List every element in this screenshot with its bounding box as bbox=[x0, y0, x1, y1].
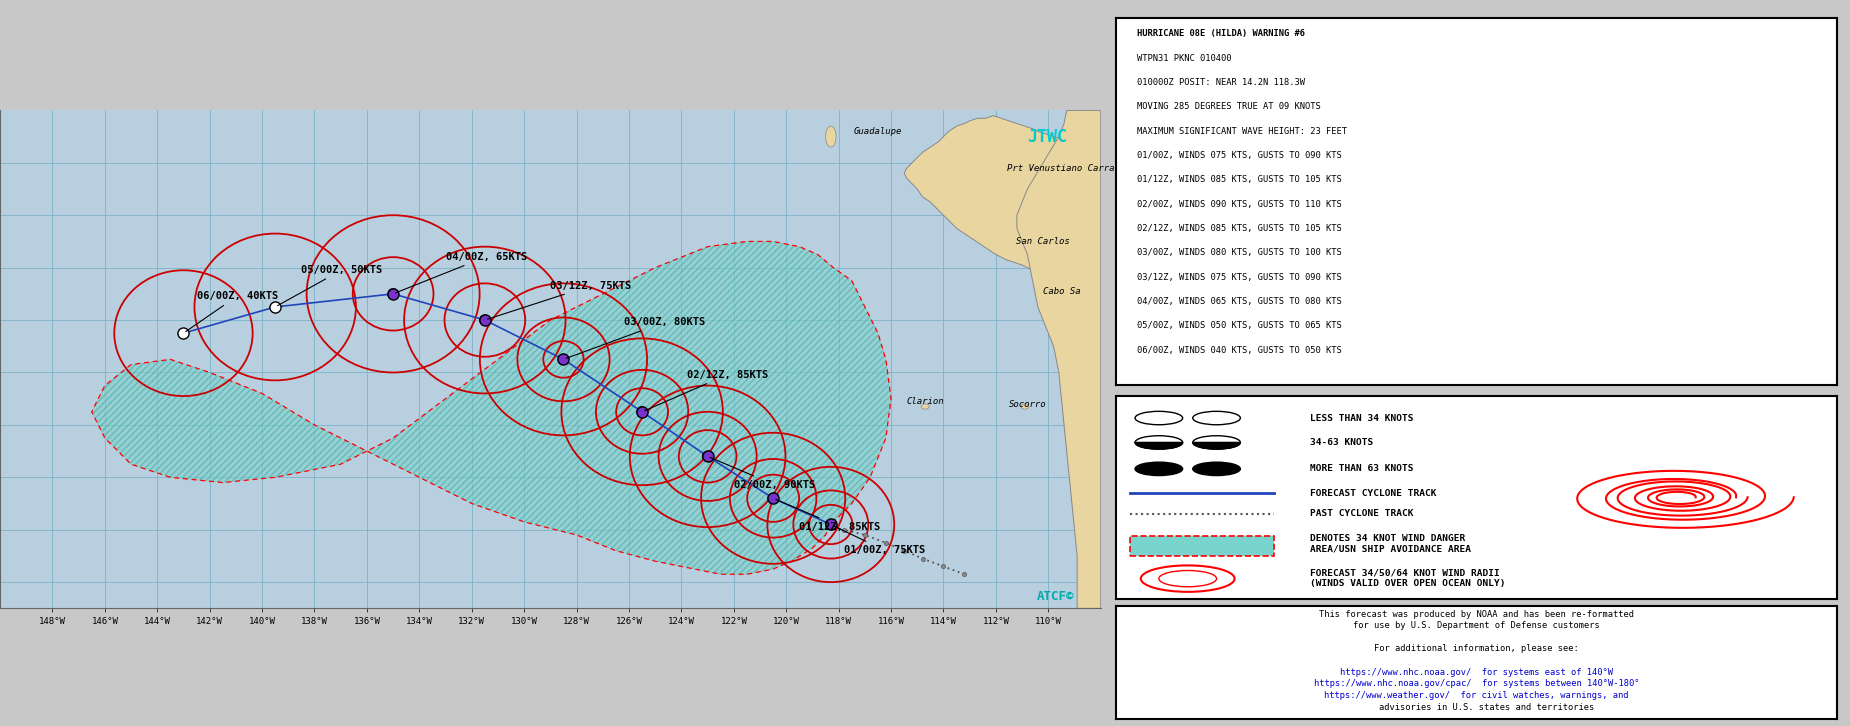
Text: 01/00Z, WINDS 075 KTS, GUSTS TO 090 KTS: 01/00Z, WINDS 075 KTS, GUSTS TO 090 KTS bbox=[1138, 151, 1341, 160]
Text: DENOTES 34 KNOT WIND DANGER
AREA/USN SHIP AVOIDANCE AREA: DENOTES 34 KNOT WIND DANGER AREA/USN SHI… bbox=[1310, 534, 1471, 554]
FancyBboxPatch shape bbox=[1130, 536, 1275, 556]
Text: https://www.nhc.noaa.gov/cpac/  for systems between 140°W-180°: https://www.nhc.noaa.gov/cpac/ for syste… bbox=[1314, 680, 1639, 688]
Ellipse shape bbox=[825, 126, 836, 147]
Text: FORECAST 34/50/64 KNOT WIND RADII
(WINDS VALID OVER OPEN OCEAN ONLY): FORECAST 34/50/64 KNOT WIND RADII (WINDS… bbox=[1310, 569, 1506, 588]
Text: 34-63 KNOTS: 34-63 KNOTS bbox=[1310, 438, 1373, 447]
Circle shape bbox=[1136, 462, 1182, 476]
Text: MOVING 285 DEGREES TRUE AT 09 KNOTS: MOVING 285 DEGREES TRUE AT 09 KNOTS bbox=[1138, 102, 1321, 111]
Text: 06/00Z, 40KTS: 06/00Z, 40KTS bbox=[185, 291, 278, 332]
Text: 010000Z POSIT: NEAR 14.2N 118.3W: 010000Z POSIT: NEAR 14.2N 118.3W bbox=[1138, 78, 1306, 87]
Polygon shape bbox=[905, 115, 1064, 291]
Text: 04/00Z, WINDS 065 KTS, GUSTS TO 080 KTS: 04/00Z, WINDS 065 KTS, GUSTS TO 080 KTS bbox=[1138, 297, 1341, 306]
Text: 03/12Z, 75KTS: 03/12Z, 75KTS bbox=[488, 281, 631, 319]
Text: https://www.weather.gov/  for civil watches, warnings, and: https://www.weather.gov/ for civil watch… bbox=[1325, 691, 1628, 700]
Wedge shape bbox=[270, 307, 281, 313]
Ellipse shape bbox=[1021, 404, 1029, 409]
Text: 01/12Z, WINDS 085 KTS, GUSTS TO 105 KTS: 01/12Z, WINDS 085 KTS, GUSTS TO 105 KTS bbox=[1138, 175, 1341, 184]
Circle shape bbox=[1193, 436, 1240, 449]
Text: ATCF©: ATCF© bbox=[1038, 590, 1075, 603]
Text: 01/12Z, 85KTS: 01/12Z, 85KTS bbox=[775, 499, 881, 531]
Wedge shape bbox=[1136, 442, 1182, 449]
Text: for use by U.S. Department of Defense customers: for use by U.S. Department of Defense cu… bbox=[1352, 621, 1600, 630]
Text: 01/00Z, 75KTS: 01/00Z, 75KTS bbox=[832, 526, 925, 555]
Text: 02/00Z, WINDS 090 KTS, GUSTS TO 110 KTS: 02/00Z, WINDS 090 KTS, GUSTS TO 110 KTS bbox=[1138, 200, 1341, 208]
Text: 06/00Z, WINDS 040 KTS, GUSTS TO 050 KTS: 06/00Z, WINDS 040 KTS, GUSTS TO 050 KTS bbox=[1138, 346, 1341, 355]
Text: 05/00Z, WINDS 050 KTS, GUSTS TO 065 KTS: 05/00Z, WINDS 050 KTS, GUSTS TO 065 KTS bbox=[1138, 322, 1341, 330]
Text: MAXIMUM SIGNIFICANT WAVE HEIGHT: 23 FEET: MAXIMUM SIGNIFICANT WAVE HEIGHT: 23 FEET bbox=[1138, 126, 1347, 136]
Text: Prt Venustiano Carranza: Prt Venustiano Carranza bbox=[1008, 163, 1130, 173]
Text: 02/00Z, 90KTS: 02/00Z, 90KTS bbox=[710, 457, 816, 490]
Text: LESS THAN 34 KNOTS: LESS THAN 34 KNOTS bbox=[1310, 414, 1413, 423]
Text: Socorro: Socorro bbox=[1008, 399, 1047, 409]
Text: 02/12Z, 85KTS: 02/12Z, 85KTS bbox=[644, 370, 768, 411]
Text: PAST CYCLONE TRACK: PAST CYCLONE TRACK bbox=[1310, 509, 1413, 518]
Circle shape bbox=[1136, 436, 1182, 449]
Ellipse shape bbox=[921, 404, 929, 409]
Text: 02/12Z, WINDS 085 KTS, GUSTS TO 105 KTS: 02/12Z, WINDS 085 KTS, GUSTS TO 105 KTS bbox=[1138, 224, 1341, 233]
Text: Guadalupe: Guadalupe bbox=[855, 127, 903, 136]
Text: FORECAST CYCLONE TRACK: FORECAST CYCLONE TRACK bbox=[1310, 489, 1437, 498]
Text: Clarion: Clarion bbox=[906, 397, 944, 406]
Text: WTPN31 PKNC 010400: WTPN31 PKNC 010400 bbox=[1138, 54, 1232, 62]
Text: 03/00Z, 80KTS: 03/00Z, 80KTS bbox=[566, 317, 705, 359]
Text: 05/00Z, 50KTS: 05/00Z, 50KTS bbox=[278, 265, 383, 306]
Polygon shape bbox=[92, 242, 892, 574]
Text: JTWC: JTWC bbox=[1027, 128, 1067, 146]
Text: advisories in U.S. states and territories: advisories in U.S. states and territorie… bbox=[1358, 703, 1595, 711]
Text: This forecast was produced by NOAA and has been re-formatted: This forecast was produced by NOAA and h… bbox=[1319, 610, 1634, 619]
Text: MORE THAN 63 KNOTS: MORE THAN 63 KNOTS bbox=[1310, 465, 1413, 473]
Text: 03/00Z, WINDS 080 KTS, GUSTS TO 100 KTS: 03/00Z, WINDS 080 KTS, GUSTS TO 100 KTS bbox=[1138, 248, 1341, 257]
Text: For additional information, please see:: For additional information, please see: bbox=[1375, 645, 1578, 653]
Text: HURRICANE 08E (HILDA) WARNING #6: HURRICANE 08E (HILDA) WARNING #6 bbox=[1138, 29, 1306, 38]
Circle shape bbox=[1193, 462, 1240, 476]
Text: Cabo Sa: Cabo Sa bbox=[1043, 287, 1080, 296]
Circle shape bbox=[1193, 412, 1240, 425]
Text: San Carlos: San Carlos bbox=[1016, 237, 1069, 246]
Wedge shape bbox=[1193, 442, 1240, 449]
Text: 04/00Z, 65KTS: 04/00Z, 65KTS bbox=[396, 252, 527, 293]
Circle shape bbox=[1136, 412, 1182, 425]
Polygon shape bbox=[1018, 110, 1101, 608]
Text: https://www.nhc.noaa.gov/  for systems east of 140°W: https://www.nhc.noaa.gov/ for systems ea… bbox=[1339, 668, 1613, 677]
Wedge shape bbox=[178, 333, 189, 339]
Text: 03/12Z, WINDS 075 KTS, GUSTS TO 090 KTS: 03/12Z, WINDS 075 KTS, GUSTS TO 090 KTS bbox=[1138, 273, 1341, 282]
